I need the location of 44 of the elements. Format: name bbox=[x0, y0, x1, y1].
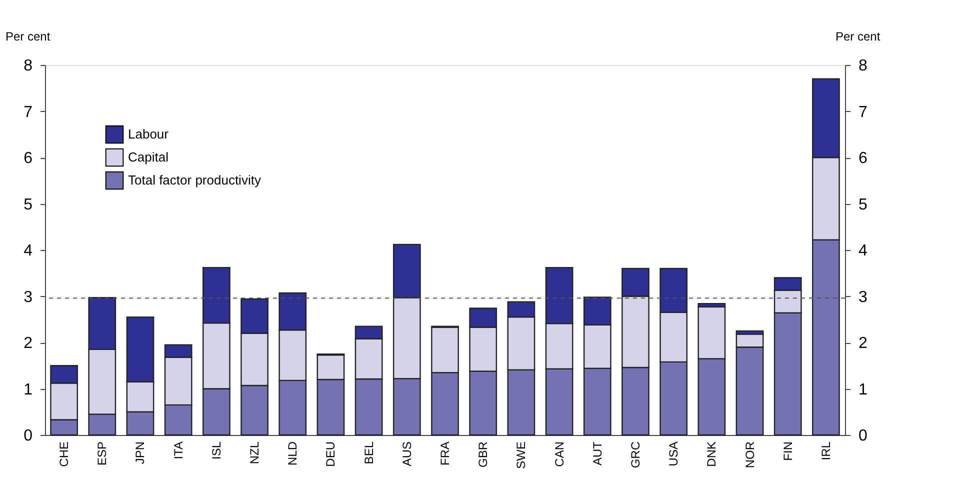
y-tick-label: 4 bbox=[24, 242, 33, 260]
x-tick-label: DNK bbox=[704, 442, 719, 467]
x-tick-label: FIN bbox=[780, 442, 795, 461]
x-tick-label: NZL bbox=[248, 441, 262, 464]
y2-tick-label: 1 bbox=[858, 381, 868, 398]
y-tick-label: 5 bbox=[24, 196, 33, 214]
x-tick-label: AUS bbox=[400, 442, 414, 466]
y2-tick-label: 6 bbox=[858, 150, 868, 167]
y2-tick-label: 2 bbox=[858, 335, 868, 352]
y2-tick-label: 8 bbox=[858, 58, 868, 74]
y2-tick-label: 3 bbox=[858, 288, 868, 306]
x-tick-label: FRA bbox=[438, 442, 452, 466]
y2-axis-title: Per cent bbox=[836, 30, 881, 44]
x-tick-label: SWE bbox=[514, 442, 528, 469]
y2-tick-label: 0 bbox=[858, 428, 868, 444]
y-tick-label: 3 bbox=[24, 288, 33, 306]
x-tick-label: AUT bbox=[590, 440, 604, 466]
y2-tick-label: 7 bbox=[858, 104, 868, 121]
legend-label: Capital bbox=[128, 150, 169, 164]
legend-label: Total factor productivity bbox=[128, 172, 262, 188]
x-tick-label: DEU bbox=[324, 442, 338, 467]
x-tick-label: NLD bbox=[286, 441, 300, 466]
y-tick-label: 6 bbox=[24, 150, 33, 167]
y-tick-label: 2 bbox=[24, 335, 33, 352]
x-tick-label: ESP bbox=[95, 442, 110, 466]
legend-label: Labour bbox=[128, 126, 170, 142]
y-axis-title: Per cent bbox=[6, 30, 51, 44]
x-tick-label: CAN bbox=[552, 442, 566, 467]
y-tick-label: 8 bbox=[24, 58, 33, 74]
x-tick-label: CHE bbox=[57, 442, 72, 467]
y-tick-label: 7 bbox=[24, 104, 33, 121]
x-tick-label: ITA bbox=[171, 442, 186, 460]
x-tick-label: GRC bbox=[628, 441, 642, 468]
x-tick-label: JPN bbox=[133, 442, 148, 464]
x-tick-label: NOR bbox=[742, 441, 757, 468]
x-tick-label: ISL bbox=[209, 441, 224, 460]
y2-tick-label: 5 bbox=[858, 196, 868, 214]
x-tick-label: IRL bbox=[818, 441, 833, 460]
y-tick-label: 0 bbox=[24, 428, 33, 444]
y2-tick-label: 4 bbox=[858, 242, 868, 260]
x-tick-label: USA bbox=[666, 442, 681, 466]
x-tick-label: GBR bbox=[476, 441, 490, 468]
x-tick-label: BEL bbox=[362, 441, 376, 464]
y-tick-label: 1 bbox=[24, 381, 33, 398]
